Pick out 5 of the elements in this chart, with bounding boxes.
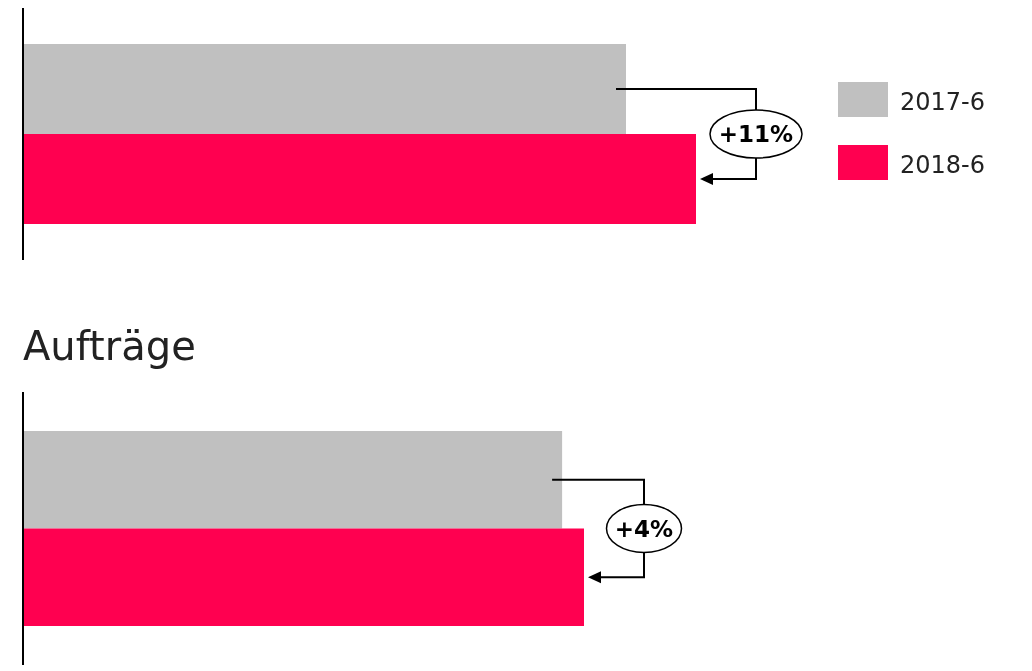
text: +11% (718, 121, 794, 147)
legend-label: 2017-6 (900, 88, 986, 116)
legend-label: 2018-6 (900, 151, 986, 179)
text: +4% (614, 515, 674, 542)
chart-title: Aufträge (23, 323, 196, 369)
